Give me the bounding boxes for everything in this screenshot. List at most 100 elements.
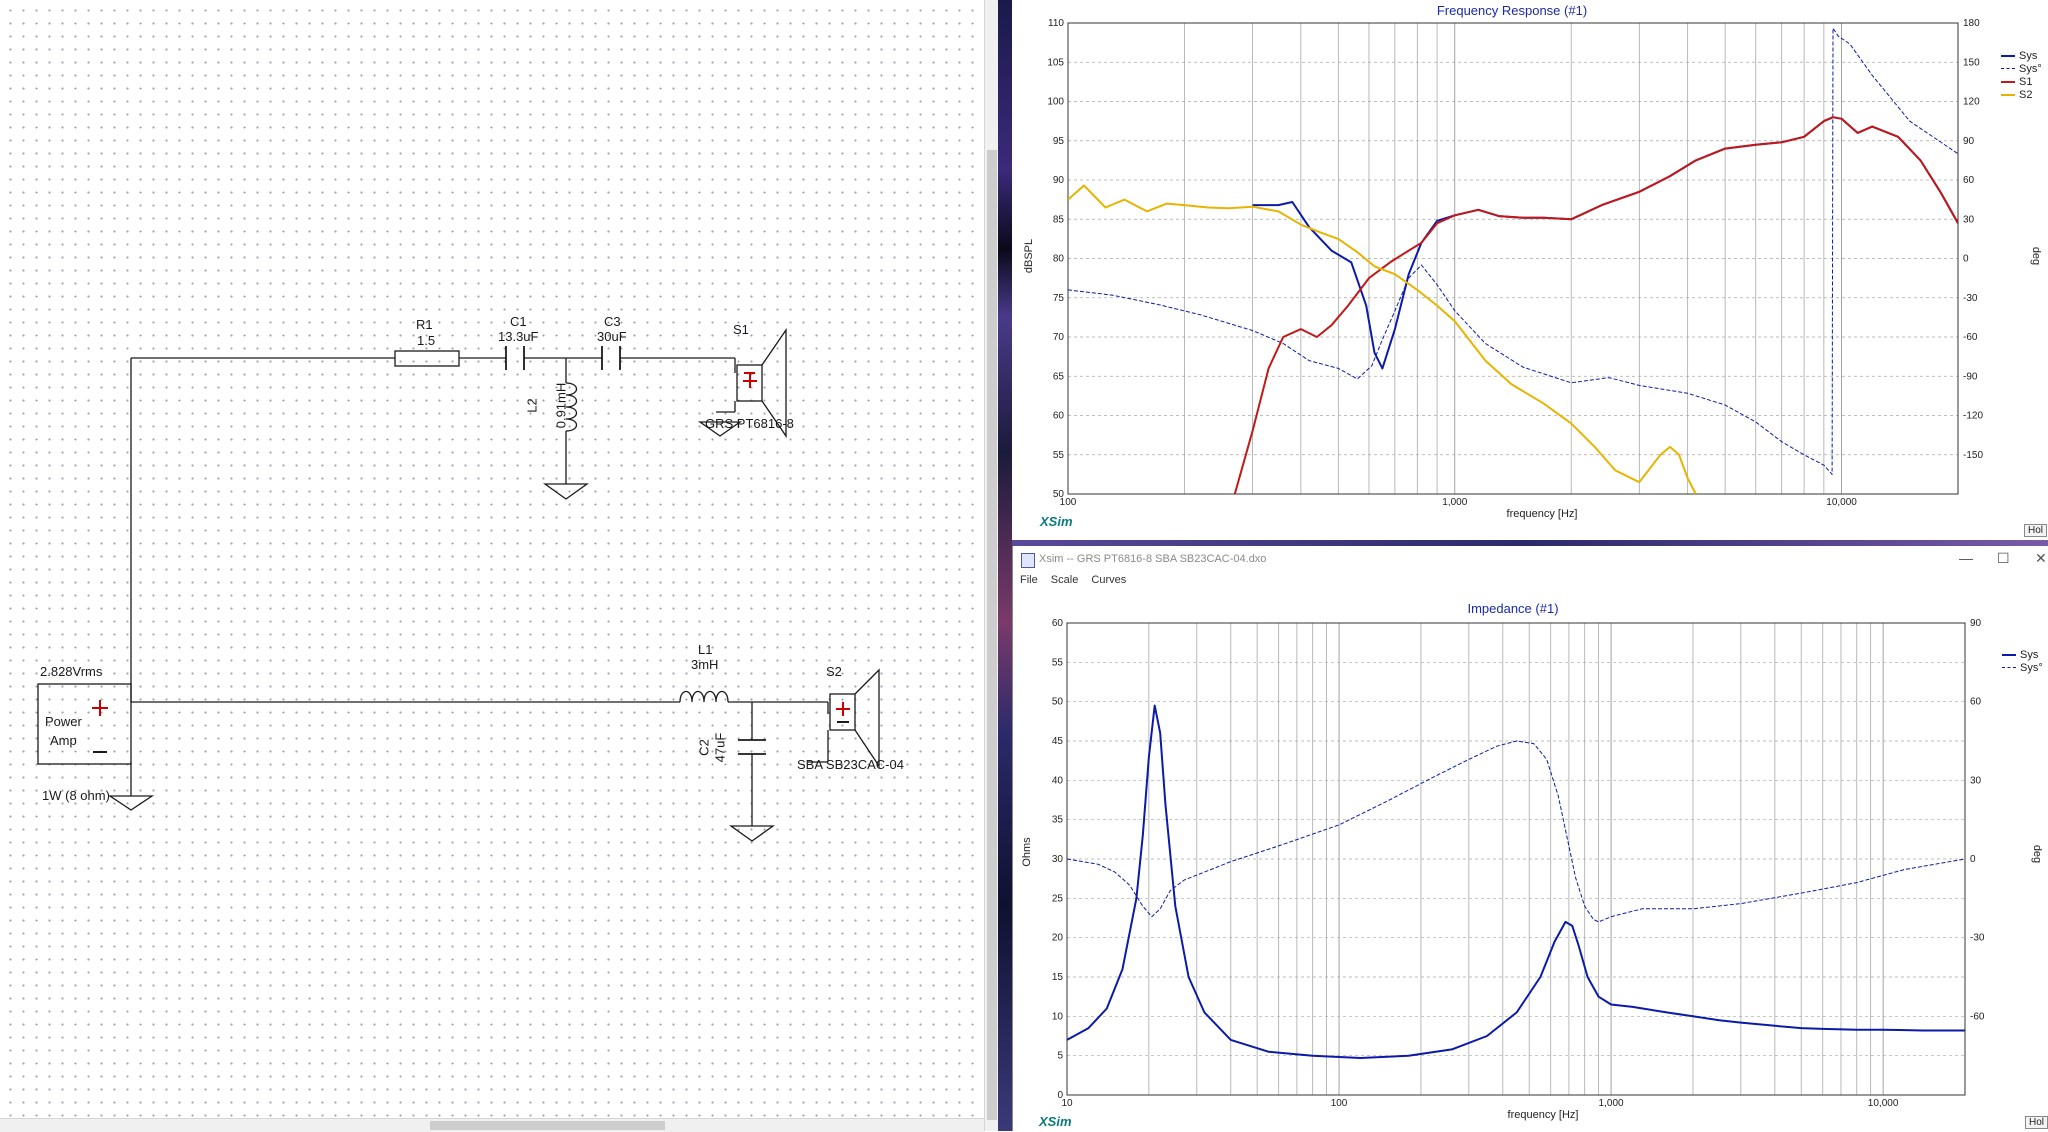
y-tick-label: 50 — [1053, 489, 1065, 500]
tick-labels: 0 5 10 15 20 25 30 35 40 45 50 55 60 -60 -30 0 30 60 90 10 1… — [1052, 618, 1985, 1109]
hold-button[interactable]: Hol — [2025, 1116, 2048, 1129]
x-tick-label: 100 — [1331, 1098, 1348, 1109]
y-tick-label: 90 — [1053, 175, 1065, 186]
tick-labels: 50 55 60 65 70 75 80 85 90 95 100 105 110 -150 -120 -90… — [1047, 18, 1983, 508]
y2-tick-label: -90 — [1963, 371, 1978, 382]
power-amp[interactable] — [37, 683, 132, 765]
scrollbar-thumb[interactable] — [987, 150, 997, 1120]
y2-tick-label: 0 — [1963, 254, 1969, 265]
y-tick-label: 15 — [1052, 972, 1064, 983]
speaker-s1[interactable] — [736, 364, 763, 402]
vertical-scrollbar[interactable] — [984, 0, 999, 1131]
y-tick-label: 60 — [1052, 618, 1064, 629]
amp-label-line1: Power — [45, 714, 82, 729]
amp-power: 1W (8 ohm) — [42, 788, 110, 803]
menu-bar: File Scale Curves — [1013, 574, 2048, 592]
y-tick-label: 45 — [1052, 736, 1064, 747]
y-tick-label: 0 — [1057, 1090, 1063, 1101]
impedance-window[interactable]: Xsim -- GRS PT6816-8 SBA SB23CAC-04.dxo … — [1012, 546, 2048, 1131]
c3-value: 30uF — [597, 329, 627, 344]
r1-name: R1 — [416, 317, 433, 332]
y2-tick-label: 0 — [1970, 854, 1976, 865]
s2-name: S2 — [826, 664, 842, 679]
y-tick-label: 55 — [1052, 657, 1064, 668]
legend-entry: Sys — [2020, 648, 2039, 661]
menu-file[interactable]: File — [1020, 574, 1038, 586]
y-tick-label: 105 — [1047, 57, 1064, 68]
amp-voltage: 2.828Vrms — [40, 664, 103, 679]
c2-value: 47uF — [712, 732, 728, 763]
y-tick-label: 85 — [1053, 214, 1065, 225]
y-tick-label: 95 — [1053, 136, 1065, 147]
maximize-button[interactable]: ☐ — [1997, 550, 2010, 566]
y-tick-label: 30 — [1052, 854, 1064, 865]
chart-title: Frequency Response (#1) — [1436, 3, 1588, 18]
hold-button[interactable]: Hol — [2024, 524, 2048, 537]
impedance-chart: 0 5 10 15 20 25 30 35 40 45 50 55 60 -60 -30 0 30 60 90 10 1… — [1052, 618, 1985, 1109]
plot-frame — [1067, 22, 1959, 495]
series-group — [1068, 27, 1958, 494]
y-tick-label: 10 — [1052, 1011, 1064, 1022]
c2-name: C2 — [696, 739, 712, 756]
inductor-l1[interactable] — [679, 690, 729, 703]
minimize-button[interactable]: — — [1959, 550, 1973, 566]
window-title: Xsim -- GRS PT6816-8 SBA SB23CAC-04.dxo — [1039, 553, 1267, 565]
y-tick-label: 55 — [1053, 450, 1065, 461]
y-tick-label: 100 — [1047, 97, 1064, 108]
x-tick-label: 1,000 — [1599, 1098, 1624, 1109]
y-tick-label: 35 — [1052, 815, 1064, 826]
legend-entry: Sys° — [2019, 62, 2042, 75]
speaker-s2[interactable] — [829, 693, 856, 731]
l2-value: 0.91mH — [553, 382, 569, 429]
series-line-sys-phase — [1068, 27, 1958, 475]
legend-entry: S2 — [2019, 88, 2033, 101]
frequency-response-window[interactable]: 50 55 60 65 70 75 80 85 90 95 100 105 110 -150 -120 -90… — [1012, 0, 2048, 540]
schematic-canvas[interactable]: R1 1.5 C1 13.3uF C3 30uF L2 0.91mH S1 GR… — [0, 0, 984, 1131]
y-tick-label: 50 — [1052, 697, 1064, 708]
horizontal-scrollbar[interactable] — [0, 1118, 984, 1132]
y2-tick-label: 90 — [1963, 136, 1975, 147]
menu-scale[interactable]: Scale — [1050, 574, 1079, 586]
series-line-sys — [1067, 704, 1965, 1059]
r1-value: 1.5 — [417, 333, 436, 348]
y2-tick-label: 30 — [1970, 775, 1982, 786]
y2-axis-label: deg — [2030, 246, 2042, 266]
window-gap — [1012, 540, 2048, 546]
inductor-l2[interactable] — [565, 382, 578, 432]
scrollbar-thumb[interactable] — [430, 1121, 665, 1130]
close-button[interactable]: ✕ — [2035, 550, 2047, 566]
series-group — [1067, 704, 1965, 1059]
menu-curves[interactable]: Curves — [1091, 574, 1127, 586]
y2-tick-label: -60 — [1963, 332, 1978, 343]
c1-name: C1 — [510, 314, 527, 329]
x-tick-label: 10 — [1061, 1098, 1073, 1109]
x-tick-label: 10,000 — [1868, 1098, 1899, 1109]
amp-label-line2: Amp — [50, 733, 77, 748]
y2-tick-label: -60 — [1970, 1011, 1985, 1022]
title-bar[interactable]: Xsim -- GRS PT6816-8 SBA SB23CAC-04.dxo … — [1013, 546, 2048, 574]
grid — [1067, 22, 1959, 495]
frequency-response-chart: 50 55 60 65 70 75 80 85 90 95 100 105 110 -150 -120 -90… — [1047, 18, 1983, 508]
y2-axis-label: deg — [2031, 844, 2043, 864]
x-tick-label: 10,000 — [1826, 497, 1857, 508]
series-line-sys-phase — [1067, 740, 1965, 923]
y-tick-label: 60 — [1053, 411, 1065, 422]
s1-name: S1 — [733, 322, 749, 337]
xsim-watermark: XSim — [1040, 514, 1073, 529]
legend: Sys Sys° — [2002, 648, 2043, 674]
s2-model: SBA SB23CAC-04 — [797, 757, 904, 772]
y-tick-label: 80 — [1053, 254, 1065, 265]
legend-entry: S1 — [2019, 75, 2033, 88]
y-tick-label: 20 — [1052, 933, 1064, 944]
resistor-r1[interactable] — [394, 350, 460, 367]
legend-entry: Sys° — [2020, 661, 2043, 674]
ground-symbol — [542, 483, 590, 500]
y2-tick-label: 120 — [1963, 97, 1980, 108]
grid — [1066, 622, 1966, 1096]
l2-name: L2 — [524, 398, 540, 413]
y2-tick-label: -30 — [1970, 933, 1985, 944]
series-line-sys — [1252, 116, 1958, 370]
l1-name: L1 — [698, 642, 713, 657]
y-tick-label: 5 — [1057, 1051, 1063, 1062]
schematic-drawing — [37, 327, 880, 842]
